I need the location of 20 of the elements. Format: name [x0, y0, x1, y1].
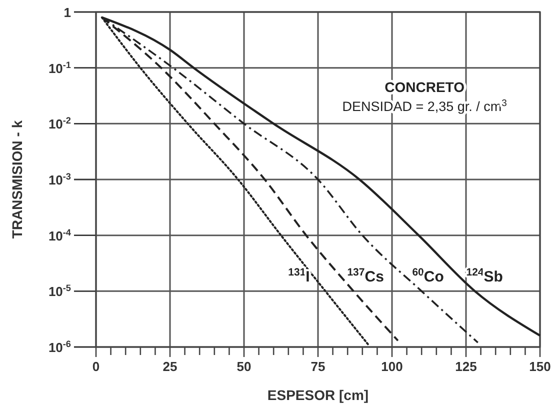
x-tick-label: 150 — [529, 359, 551, 374]
x-tick-label: 50 — [236, 359, 252, 374]
series-label: $^{60}$Co — [412, 266, 444, 286]
y-tick-label: 1 — [64, 5, 71, 20]
series-label: $^{137}$Cs — [347, 266, 384, 286]
y-tick-label: 10$^{-2}$ — [48, 116, 71, 132]
y-tick-label: 10$^{-1}$ — [48, 60, 71, 76]
x-tick-label: 100 — [381, 359, 403, 374]
y-tick-label: 10$^{-3}$ — [48, 172, 71, 188]
x-tick-label: 25 — [162, 359, 178, 374]
y-tick-label: 10$^{-4}$ — [48, 227, 72, 244]
x-axis-title: ESPESOR [cm] — [267, 387, 369, 403]
y-tick-label: 10$^{-6}$ — [48, 339, 71, 355]
x-tick-label: 0 — [92, 359, 100, 374]
y-axis-title: TRANSMISION - k — [9, 120, 25, 239]
series-label: $^{131}$I — [288, 266, 310, 286]
series-label: $^{124}$Sb — [466, 266, 503, 286]
x-tick-label: 75 — [310, 359, 326, 374]
y-tick-label: 10$^{-5}$ — [48, 283, 71, 300]
x-tick-label: 125 — [455, 359, 477, 374]
